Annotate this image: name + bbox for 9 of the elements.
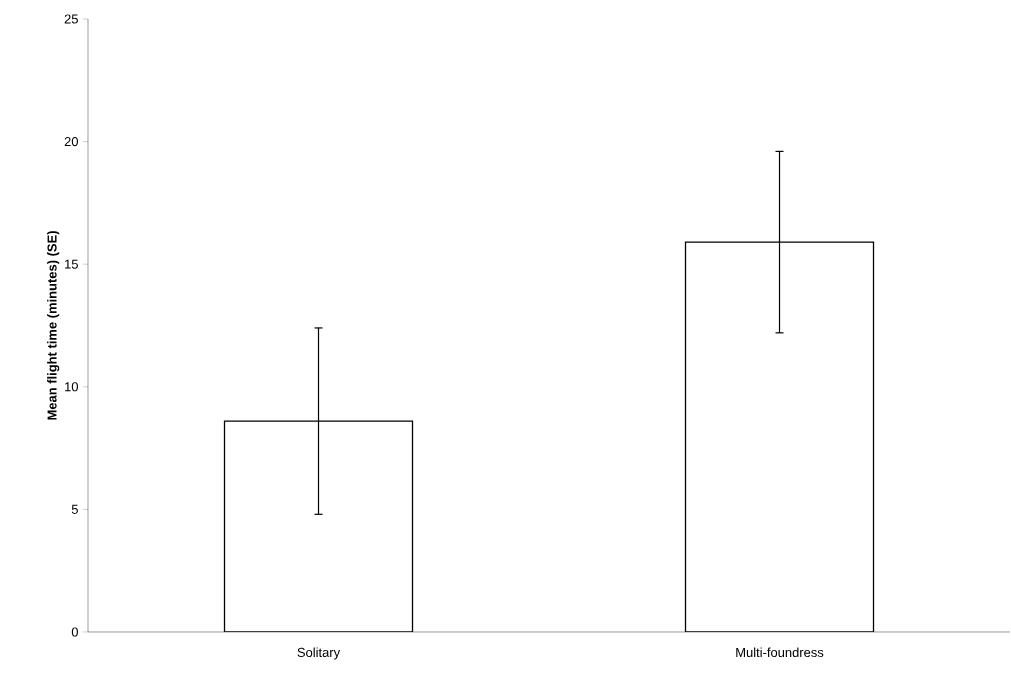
- y-tick-label: 20: [64, 137, 78, 147]
- y-tick-label: 0: [71, 627, 78, 637]
- y-tick-label: 15: [65, 259, 78, 269]
- y-tick-label: 10: [65, 382, 78, 392]
- y-axis-title: Mean flight time (minutes) (SE): [47, 231, 60, 420]
- x-tick-label: Multi-foundress: [736, 647, 824, 658]
- y-tick-label: 25: [64, 14, 78, 24]
- y-tick-label: 5: [71, 504, 78, 514]
- x-tick-label: Solitary: [297, 647, 341, 660]
